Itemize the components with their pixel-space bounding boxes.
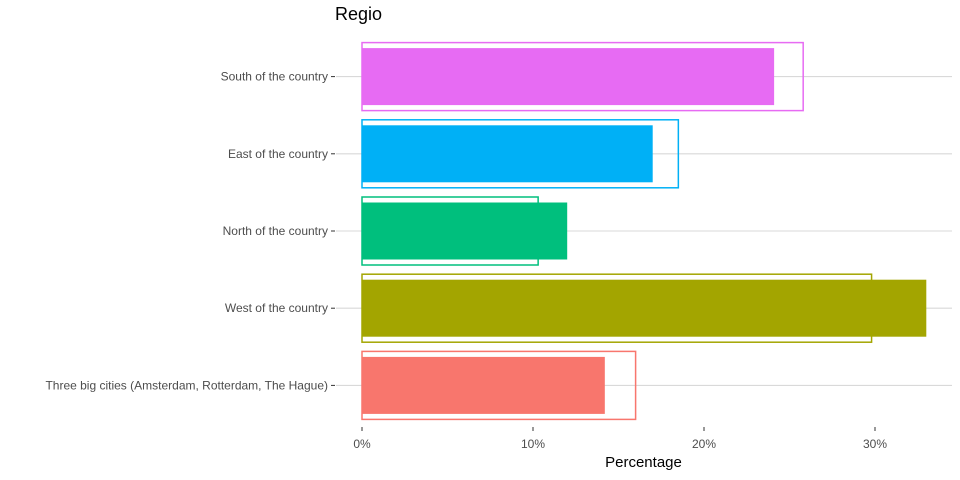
bar — [362, 279, 927, 337]
x-tick-label: 20% — [692, 437, 716, 451]
x-tick-label: 0% — [353, 437, 371, 451]
bar — [362, 48, 775, 106]
y-axis: Three big cities (Amsterdam, Rotterdam, … — [45, 70, 335, 392]
x-tick-label: 30% — [863, 437, 887, 451]
y-tick-label: North of the country — [223, 224, 328, 238]
chart-title: Regio — [335, 4, 383, 24]
bar — [362, 356, 605, 414]
x-axis: 0% 10% 20% 30% — [353, 427, 887, 451]
y-tick-label: Three big cities (Amsterdam, Rotterdam, … — [45, 378, 328, 392]
y-tick-label: South of the country — [221, 70, 328, 84]
bar — [362, 125, 653, 183]
bars — [361, 41, 927, 421]
bar — [362, 202, 568, 260]
x-axis-label: Percentage — [605, 454, 682, 471]
y-tick-label: West of the country — [225, 301, 328, 315]
x-tick-label: 10% — [521, 437, 545, 451]
y-tick-label: East of the country — [228, 147, 328, 161]
